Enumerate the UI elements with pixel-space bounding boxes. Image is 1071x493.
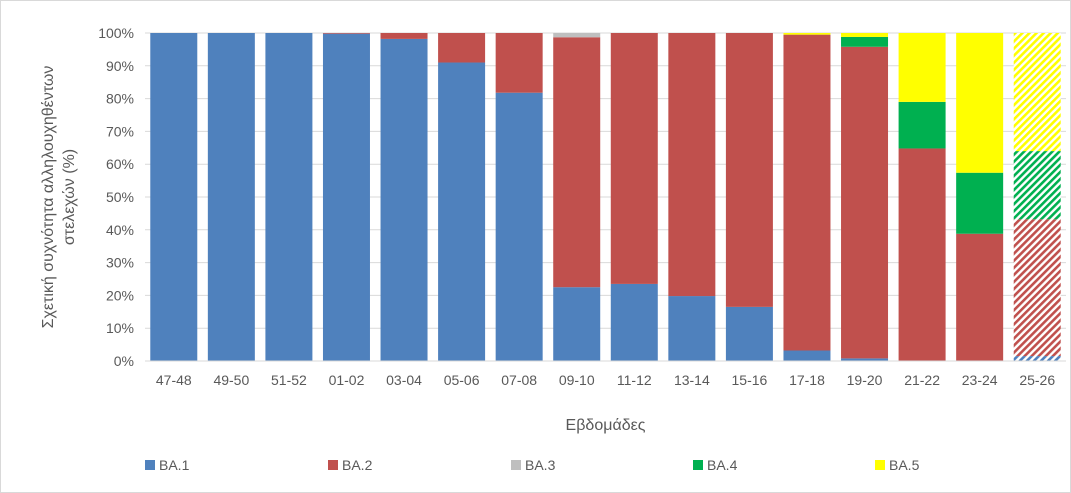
bar-segment-ba2-19-20 — [841, 46, 889, 359]
x-tick-label: 17-18 — [789, 372, 825, 388]
bar-segment-ba2-23-24 — [956, 233, 1004, 361]
y-tick-label: 90% — [106, 58, 134, 74]
x-tick-label: 47-48 — [156, 372, 192, 388]
bar-segment-ba5-23-24 — [956, 33, 1004, 173]
legend-label: BA.3 — [525, 457, 556, 473]
legend-label: BA.1 — [159, 457, 190, 473]
bar-segment-ba4-19-20 — [841, 36, 889, 47]
x-axis-ticks: 47-48 49-50 51-52 01-02 03-04 05-06 07-08 09-10… — [156, 372, 1055, 388]
legend-swatch — [511, 460, 521, 470]
bar-segment-ba2-17-18 — [783, 34, 831, 351]
x-axis-title: Εβδομάδες — [566, 417, 646, 434]
bar-segment-ba5-25-26 — [1013, 33, 1061, 152]
bar-segment-ba1-49-50 — [207, 33, 255, 361]
y-tick-label: 30% — [106, 255, 134, 271]
legend: BA.1 BA.2 BA.3 BA.4 BA.5 — [145, 457, 920, 473]
y-tick-label: 50% — [106, 189, 134, 205]
y-tick-label: 40% — [106, 222, 134, 238]
bar-segment-ba5-21-22 — [898, 33, 946, 102]
legend-swatch — [875, 460, 885, 470]
bar-segment-ba1-07-08 — [495, 92, 543, 362]
bars — [150, 33, 1061, 362]
legend-item-ba5: BA.5 — [875, 457, 920, 473]
legend-label: BA.2 — [342, 457, 373, 473]
legend-item-ba3: BA.3 — [511, 457, 556, 473]
y-tick-label: 20% — [106, 287, 134, 303]
bar-segment-ba5-19-20 — [841, 33, 889, 37]
bar-segment-ba5-17-18 — [783, 33, 831, 35]
y-axis-title-line-1: Σχετική συχνότητα αλληλουχηθέντων — [40, 66, 57, 329]
bar-segment-ba1-51-52 — [265, 33, 313, 361]
bar-segment-ba4-25-26 — [1013, 151, 1061, 220]
legend-item-ba1: BA.1 — [145, 457, 190, 473]
legend-item-ba4: BA.4 — [693, 457, 738, 473]
legend-item-ba2: BA.2 — [328, 457, 373, 473]
x-tick-label: 21-22 — [904, 372, 940, 388]
bar-segment-ba1-17-18 — [783, 350, 831, 361]
y-tick-label: 80% — [106, 91, 134, 107]
bar-segment-ba1-09-10 — [553, 287, 601, 361]
bar-segment-ba1-13-14 — [668, 296, 716, 361]
x-tick-label: 01-02 — [329, 372, 365, 388]
bar-segment-ba1-19-20 — [841, 358, 889, 361]
legend-label: BA.4 — [707, 457, 738, 473]
y-tick-label: 60% — [106, 156, 134, 172]
bar-segment-ba2-07-08 — [495, 33, 543, 93]
y-tick-label: 70% — [106, 123, 134, 139]
y-tick-label: 10% — [106, 320, 134, 336]
x-tick-label: 19-20 — [847, 372, 883, 388]
x-tick-label: 05-06 — [444, 372, 480, 388]
bar-segment-ba2-25-26 — [1013, 219, 1061, 357]
x-tick-label: 15-16 — [732, 372, 768, 388]
bar-segment-ba4-23-24 — [956, 172, 1004, 234]
x-tick-label: 25-26 — [1019, 372, 1055, 388]
bar-segment-ba1-47-48 — [150, 33, 198, 361]
x-tick-label: 13-14 — [674, 372, 710, 388]
x-tick-label: 23-24 — [962, 372, 998, 388]
bar-segment-ba2-05-06 — [438, 33, 486, 63]
bar-segment-ba2-03-04 — [380, 33, 428, 39]
x-tick-label: 03-04 — [386, 372, 422, 388]
bar-segment-ba1-01-02 — [322, 33, 370, 361]
legend-swatch — [693, 460, 703, 470]
bar-segment-ba2-21-22 — [898, 148, 946, 361]
bar-segment-ba2-13-14 — [668, 33, 716, 297]
y-tick-label: 0% — [114, 353, 134, 369]
bar-segment-ba1-03-04 — [380, 38, 428, 362]
y-axis-ticks: 0% 10% 20% 30% 40% 50% 60% 70% 80% 90% 100% — [98, 25, 134, 369]
bar-segment-ba1-15-16 — [725, 306, 773, 361]
x-tick-label: 11-12 — [617, 372, 652, 388]
bar-segment-ba1-05-06 — [438, 62, 486, 362]
bar-segment-ba2-09-10 — [553, 37, 601, 288]
x-tick-label: 51-52 — [271, 372, 307, 388]
bar-segment-ba1-25-26 — [1013, 356, 1061, 361]
y-axis-title-line-2: στελεχών (%) — [61, 149, 78, 245]
bar-segment-ba2-15-16 — [725, 33, 773, 307]
x-tick-label: 49-50 — [213, 372, 249, 388]
bar-segment-ba3-09-10 — [553, 33, 601, 38]
x-tick-label: 07-08 — [501, 372, 537, 388]
legend-swatch — [145, 460, 155, 470]
bar-segment-ba2-11-12 — [610, 33, 658, 284]
y-tick-label: 100% — [98, 25, 134, 41]
bar-segment-ba1-11-12 — [610, 283, 658, 361]
legend-label: BA.5 — [889, 457, 920, 473]
legend-swatch — [328, 460, 338, 470]
bar-segment-ba4-21-22 — [898, 101, 946, 149]
x-tick-label: 09-10 — [559, 372, 595, 388]
bar-segment-ba2-01-02 — [322, 33, 370, 34]
